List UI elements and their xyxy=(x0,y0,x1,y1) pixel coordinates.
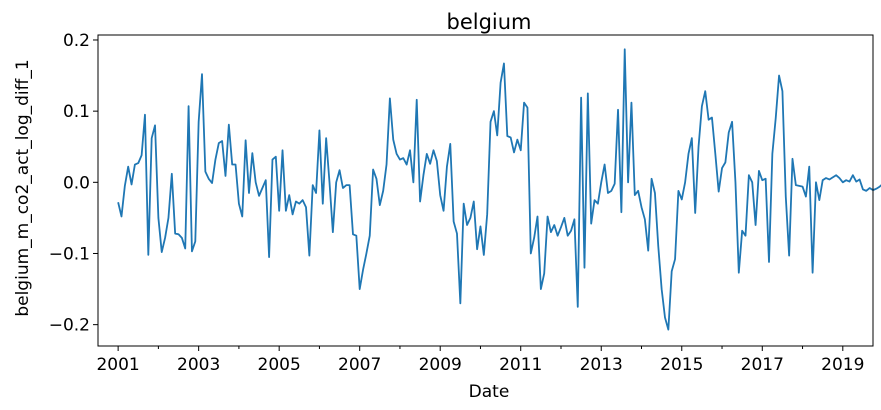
y-tick-label: −0.2 xyxy=(49,316,90,336)
x-tick-label: 2007 xyxy=(338,355,381,375)
x-tick-label: 2009 xyxy=(419,355,462,375)
x-axis-label: Date xyxy=(469,382,510,402)
x-tick-label: 2015 xyxy=(660,355,703,375)
y-tick-label: 0.2 xyxy=(63,31,90,51)
x-tick-label: 2011 xyxy=(499,355,542,375)
y-axis: 0.2 0.1 0.0 −0.1 −0.2 xyxy=(49,31,98,336)
x-tick-label: 2017 xyxy=(741,355,784,375)
x-tick-label: 2005 xyxy=(258,355,301,375)
y-tick-label: 0.0 xyxy=(63,173,90,193)
chart-title: belgium xyxy=(446,10,531,34)
x-axis: 2001 2003 2005 2007 2009 2011 2013 2015 2017 2019 xyxy=(96,346,864,375)
x-tick-label: 2013 xyxy=(580,355,623,375)
x-tick-label: 2003 xyxy=(177,355,220,375)
series-line xyxy=(117,48,881,331)
x-tick-label: 2001 xyxy=(96,355,139,375)
plot-frame xyxy=(97,34,874,347)
y-axis-label: belgium_m_co2_act_log_diff_1 xyxy=(13,59,33,316)
x-tick-label: 2019 xyxy=(821,355,864,375)
y-tick-label: −0.1 xyxy=(49,244,90,264)
y-tick-label: 0.1 xyxy=(63,102,90,122)
